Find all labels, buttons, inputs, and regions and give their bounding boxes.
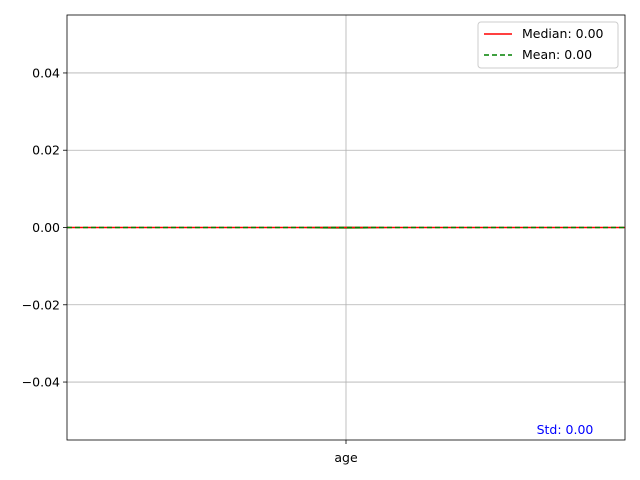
- series: [67, 226, 625, 229]
- legend-median-label: Median: 0.00: [522, 26, 604, 41]
- y-tick-label: −0.02: [22, 297, 60, 312]
- y-tick-label: 0.04: [32, 65, 60, 80]
- legend-box: [477, 21, 619, 69]
- x-tick-label-age: age: [334, 450, 358, 465]
- plot-frame: [66, 14, 626, 441]
- x-axis: age: [334, 440, 358, 465]
- y-tick-label: −0.04: [22, 375, 60, 390]
- y-tick-label: 0.02: [32, 143, 60, 158]
- legend: Median: 0.00 Mean: 0.00: [477, 21, 619, 69]
- y-tick-label: 0.00: [32, 220, 60, 235]
- std-annotation: Std: 0.00: [537, 422, 594, 437]
- legend-mean-label: Mean: 0.00: [522, 47, 592, 62]
- y-axis: −0.04 −0.02 0.00 0.02 0.04: [22, 65, 67, 390]
